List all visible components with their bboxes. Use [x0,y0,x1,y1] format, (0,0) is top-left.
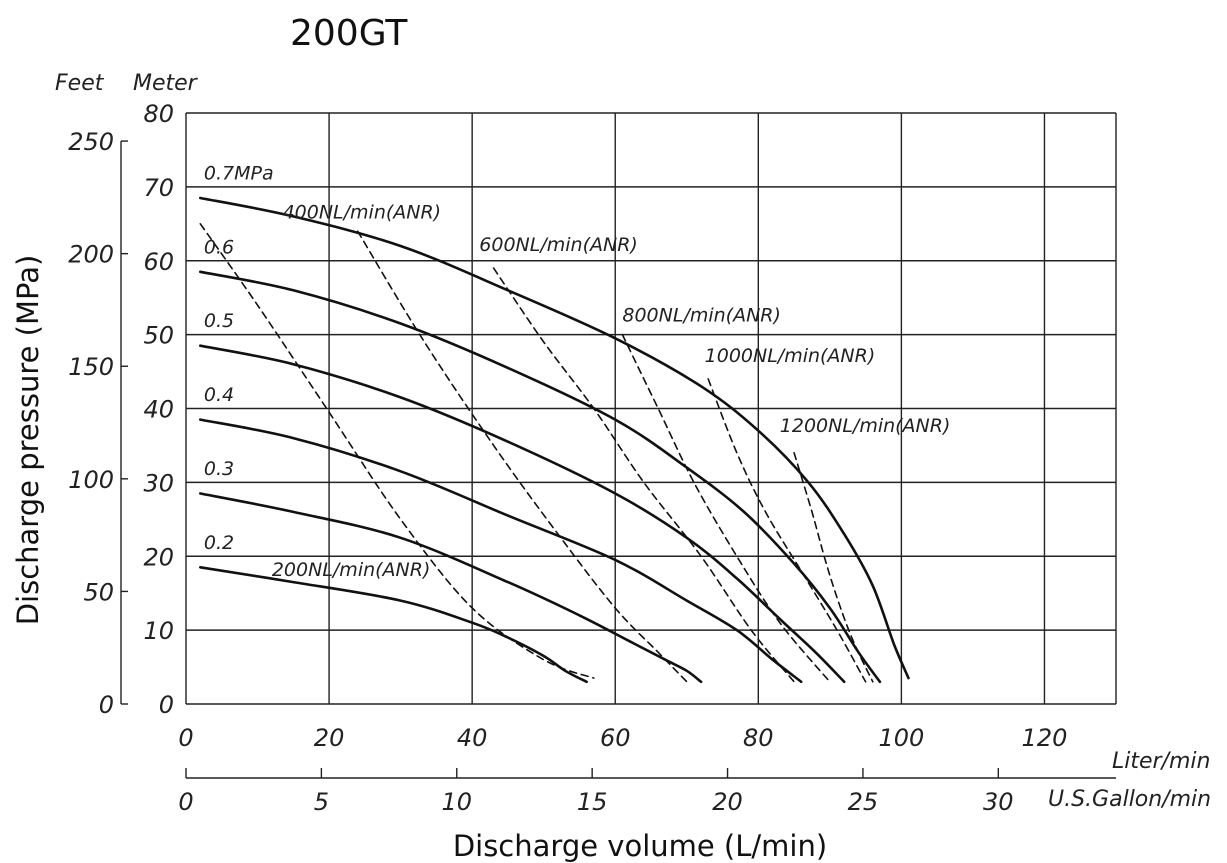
y-secondary-tick-label: 0 [99,691,114,719]
pressure-curve-0-4 [199,418,803,684]
pressure-curve-0-6 [199,270,882,684]
series-label: 0.3 [204,458,234,480]
x-secondary-tick-label: 10 [441,788,472,816]
series-label: 0.6 [204,236,234,258]
air-flow-line-200nl-min-anr [199,223,595,679]
series-label: 0.2 [204,532,234,554]
y-tick-label: 60 [143,248,174,276]
x-tick-label: 100 [878,724,924,752]
y-tick-label: 20 [143,543,174,571]
x-secondary-tick-label: 5 [314,788,329,816]
series-label: 200NL/min(ANR) [272,559,431,581]
series [199,196,910,684]
y-secondary-tick-label: 250 [68,128,114,156]
air-flow-line-800nl-min-anr [621,333,831,683]
x-secondary-tick-label: 15 [577,788,608,816]
x-tick-label: 20 [314,724,345,752]
series-label: 0.4 [204,384,234,406]
x-tick-label: 40 [457,724,488,752]
y-tick-label: 70 [143,174,174,202]
y-secondary-tick-label: 200 [68,241,114,269]
x-tick-label: 80 [743,724,774,752]
series-label: 1000NL/min(ANR) [705,345,876,367]
y-tick-label: 50 [143,322,174,350]
annotations: 0.7MPa 0.6 0.5 0.4 0.3 0.2 200NL/min(ANR) 400NL… [204,162,951,581]
chart-title: 200GT [290,13,408,54]
series-label: 600NL/min(ANR) [479,234,638,256]
air-flow-line-400nl-min-anr [356,230,688,683]
pressure-curve-0-7mpa [199,196,910,680]
x-unit-primary-label: Liter/min [1112,749,1210,774]
x-secondary-tick-label: 20 [712,788,743,816]
pressure-curve-0-3 [199,492,703,684]
y-tick-label: 10 [143,617,174,645]
x-axis-label: Discharge volume (L/min) [453,829,827,863]
series-label: 400NL/min(ANR) [283,202,442,224]
y-secondary-tick-label: 100 [68,466,114,494]
air-flow-line-600nl-min-anr [492,267,795,683]
x-tick-label: 60 [600,724,631,752]
x-unit-secondary-label: U.S.Gallon/min [1048,787,1211,812]
y-secondary-tick-label: 150 [68,353,114,381]
series-label: 0.5 [204,310,234,332]
y-axis-label: Discharge pressure (MPa) [11,255,45,626]
y-tick-label: 0 [159,691,174,719]
pressure-curve-0-5 [199,344,846,684]
y-tick-label: 30 [143,469,174,497]
axes: 0 20 40 60 80 100 1200102030405060708005010015… [68,100,1116,816]
pressure-curve-0-2 [199,566,588,684]
y-unit-primary-label: Meter [133,71,199,96]
series-label: 0.7MPa [204,162,274,184]
y-unit-secondary-label: Feet [55,71,105,96]
x-tick-label: 0 [178,724,193,752]
air-flow-line-1200nl-min-anr [793,452,874,683]
air-flow-line-1000nl-min-anr [707,378,867,683]
x-tick-label: 120 [1022,724,1068,752]
grid [185,112,1117,705]
x-secondary-tick-label: 0 [178,788,193,816]
x-secondary-tick-label: 25 [848,788,879,816]
series-label: 800NL/min(ANR) [622,304,781,326]
y-tick-label: 80 [143,100,174,128]
x-secondary-tick-label: 30 [983,788,1014,816]
series-label: 1200NL/min(ANR) [780,415,951,437]
y-tick-label: 40 [143,396,174,424]
y-secondary-tick-label: 50 [83,578,114,606]
